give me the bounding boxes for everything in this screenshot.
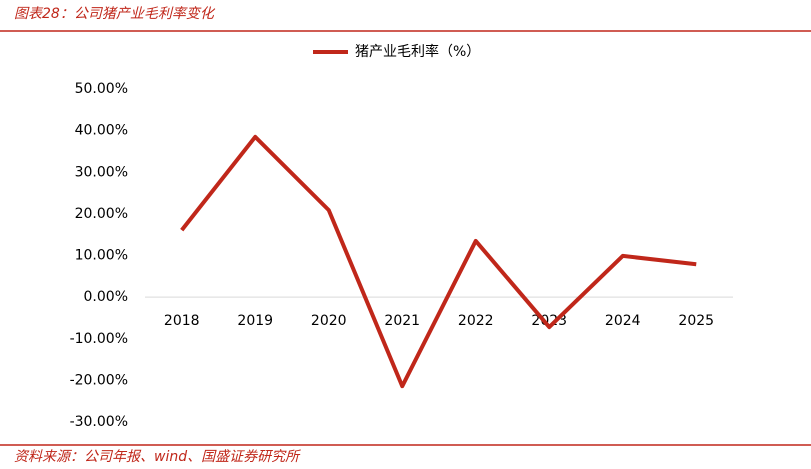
y-tick-label: -20.00% (70, 372, 128, 388)
y-tick-label: 30.00% (75, 164, 128, 180)
y-tick-label: 20.00% (75, 206, 128, 222)
data-line (180, 134, 697, 389)
source-note: 资料来源：公司年报、wind、国盛证券研究所 (14, 449, 301, 465)
x-tick-label: 2024 (605, 313, 641, 329)
y-tick-label: -10.00% (70, 331, 128, 347)
y-tick-label: 10.00% (75, 248, 128, 264)
y-tick-label: 50.00% (75, 81, 128, 97)
x-tick-label: 2019 (237, 313, 273, 329)
x-tick-label: 2021 (384, 313, 420, 329)
x-tick-label: 2025 (678, 313, 714, 329)
y-tick-label: 40.00% (75, 123, 128, 139)
x-tick-label: 2018 (164, 313, 200, 329)
y-tick-label: 0.00% (84, 289, 128, 305)
x-tick-label: 2022 (458, 313, 494, 329)
chart-title: 图表28：公司猪产业毛利率变化 (14, 6, 216, 22)
legend-label: 猪产业毛利率（%） (355, 43, 480, 60)
x-tick-label: 2020 (311, 313, 347, 329)
y-tick-label: -30.00% (70, 414, 128, 430)
